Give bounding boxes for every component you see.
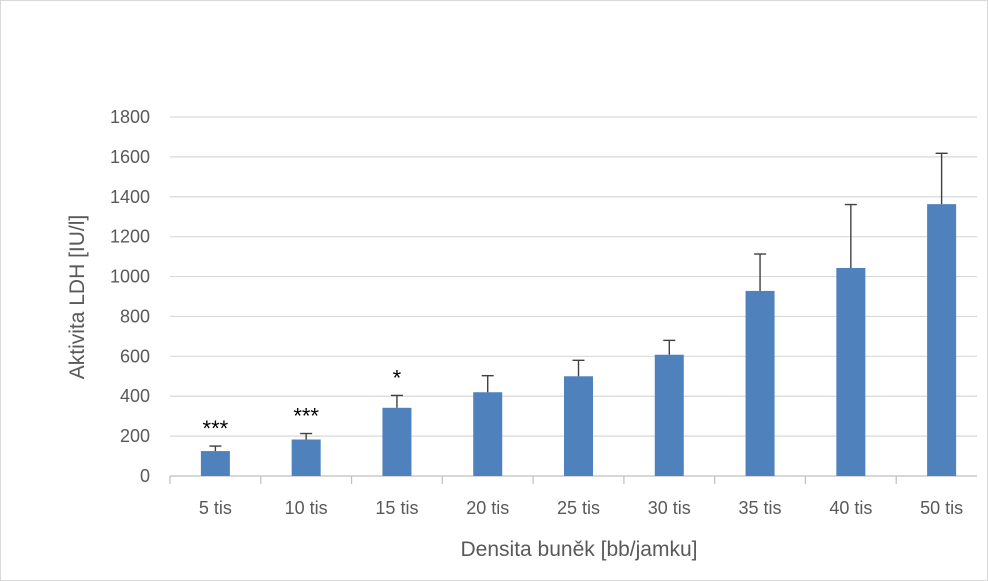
bar-40-tis [836, 267, 866, 476]
significance-marker: *** [203, 416, 229, 441]
x-tick-label: 5 tis [199, 498, 232, 518]
x-tick-label: 50 tis [920, 498, 963, 518]
y-tick-label: 1200 [110, 227, 150, 247]
y-tick-label: 1600 [110, 147, 150, 167]
y-tick-label: 1400 [110, 187, 150, 207]
x-tick-label: 30 tis [648, 498, 691, 518]
x-tick-labels: 5 tis 10 tis 15 tis 20 tis 25 tis 30 tis 35 ti… [199, 498, 963, 518]
significance-markers: ******* [203, 365, 402, 441]
x-axis-label: Densita buněk [bb/jamku] [461, 538, 698, 561]
significance-marker: *** [293, 404, 319, 429]
x-tick-label: 15 tis [375, 498, 418, 518]
x-tick-label: 20 tis [466, 498, 509, 518]
x-tick-label: 40 tis [829, 498, 872, 518]
y-tick-label: 400 [120, 386, 150, 406]
y-tick-label: 600 [120, 346, 150, 366]
x-tick-label: 25 tis [557, 498, 600, 518]
error-bars [209, 152, 948, 452]
y-tick-label: 0 [140, 466, 150, 486]
bars [200, 204, 957, 476]
y-tick-label: 1000 [110, 267, 150, 287]
bar-15-tis [382, 407, 412, 476]
y-tick-label: 200 [120, 426, 150, 446]
bar-10-tis [291, 439, 321, 476]
bar-30-tis [654, 354, 684, 476]
bar-20-tis [473, 392, 503, 476]
y-tick-labels: 0 200 400 600 800 1000 1200 1400 1600 1800 [110, 107, 150, 486]
bar-25-tis [564, 376, 593, 476]
x-tick-label: 35 tis [739, 498, 782, 518]
y-tick-label: 800 [120, 306, 150, 326]
y-axis-label: Aktivita LDH [IU/l] [66, 215, 89, 380]
significance-marker: * [393, 365, 402, 390]
x-tick-label: 10 tis [285, 498, 328, 518]
bar-50-tis [927, 204, 957, 476]
y-tick-label: 1800 [110, 107, 150, 127]
bar-5-tis [200, 451, 230, 476]
bar-35-tis [745, 290, 775, 476]
